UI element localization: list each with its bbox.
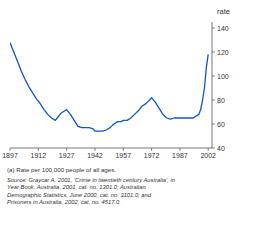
y-tick [212,124,215,125]
x-tick-label: 1957 [115,152,131,159]
x-tick [10,148,11,151]
x-tick-label: 1912 [31,152,47,159]
y-tick [212,100,215,101]
footnote: (a) Rate per 100,000 people of all ages. [7,166,116,173]
y-tick-label: 80 [217,97,225,104]
x-tick [123,148,124,151]
y-tick [212,52,215,53]
y-tick [212,76,215,77]
x-tick-label: 1972 [144,152,160,159]
x-tick-label: 1942 [87,152,103,159]
footnote-line: Prisoners in Australia, 2002, cat. no. 4… [7,199,121,205]
y-tick-label: 140 [217,25,229,32]
x-tick [179,148,180,151]
y-tick-label: 100 [217,73,229,80]
y-tick-label: 40 [217,145,225,152]
y-tick [212,28,215,29]
y-tick [212,148,215,149]
y-axis-line [212,22,213,148]
footnote: Source: Graycar A. 2001, ‘Crime in twent… [7,177,175,205]
footnote-line: Source: Graycar A. 2001, ‘Crime in twent… [7,177,175,183]
x-tick [208,148,209,151]
y-tick-label: 60 [217,121,225,128]
x-tick [38,148,39,151]
x-tick-label: 1927 [59,152,75,159]
x-tick-label: 1897 [2,152,18,159]
x-tick-label: 1987 [172,152,188,159]
line [10,42,208,131]
chart: 1897 1912 1927 1942 1957 1972 1987 200240 60 80 10… [0,0,254,229]
footnote-line: Demographic Statistics, June 2000, cat. … [7,192,152,198]
y-axis-label: rate [217,7,230,16]
footnote-line: Year Book, Australia, 2001, cat. no. 130… [7,184,146,190]
footnote-line: (a) Rate per 100,000 people of all ages. [7,166,116,173]
x-axis-line [10,148,212,149]
plot-area [10,42,208,131]
x-tick [94,148,95,151]
x-tick-label: 2002 [200,152,216,159]
x-tick [151,148,152,151]
y-tick-label: 120 [217,49,229,56]
x-tick [66,148,67,151]
